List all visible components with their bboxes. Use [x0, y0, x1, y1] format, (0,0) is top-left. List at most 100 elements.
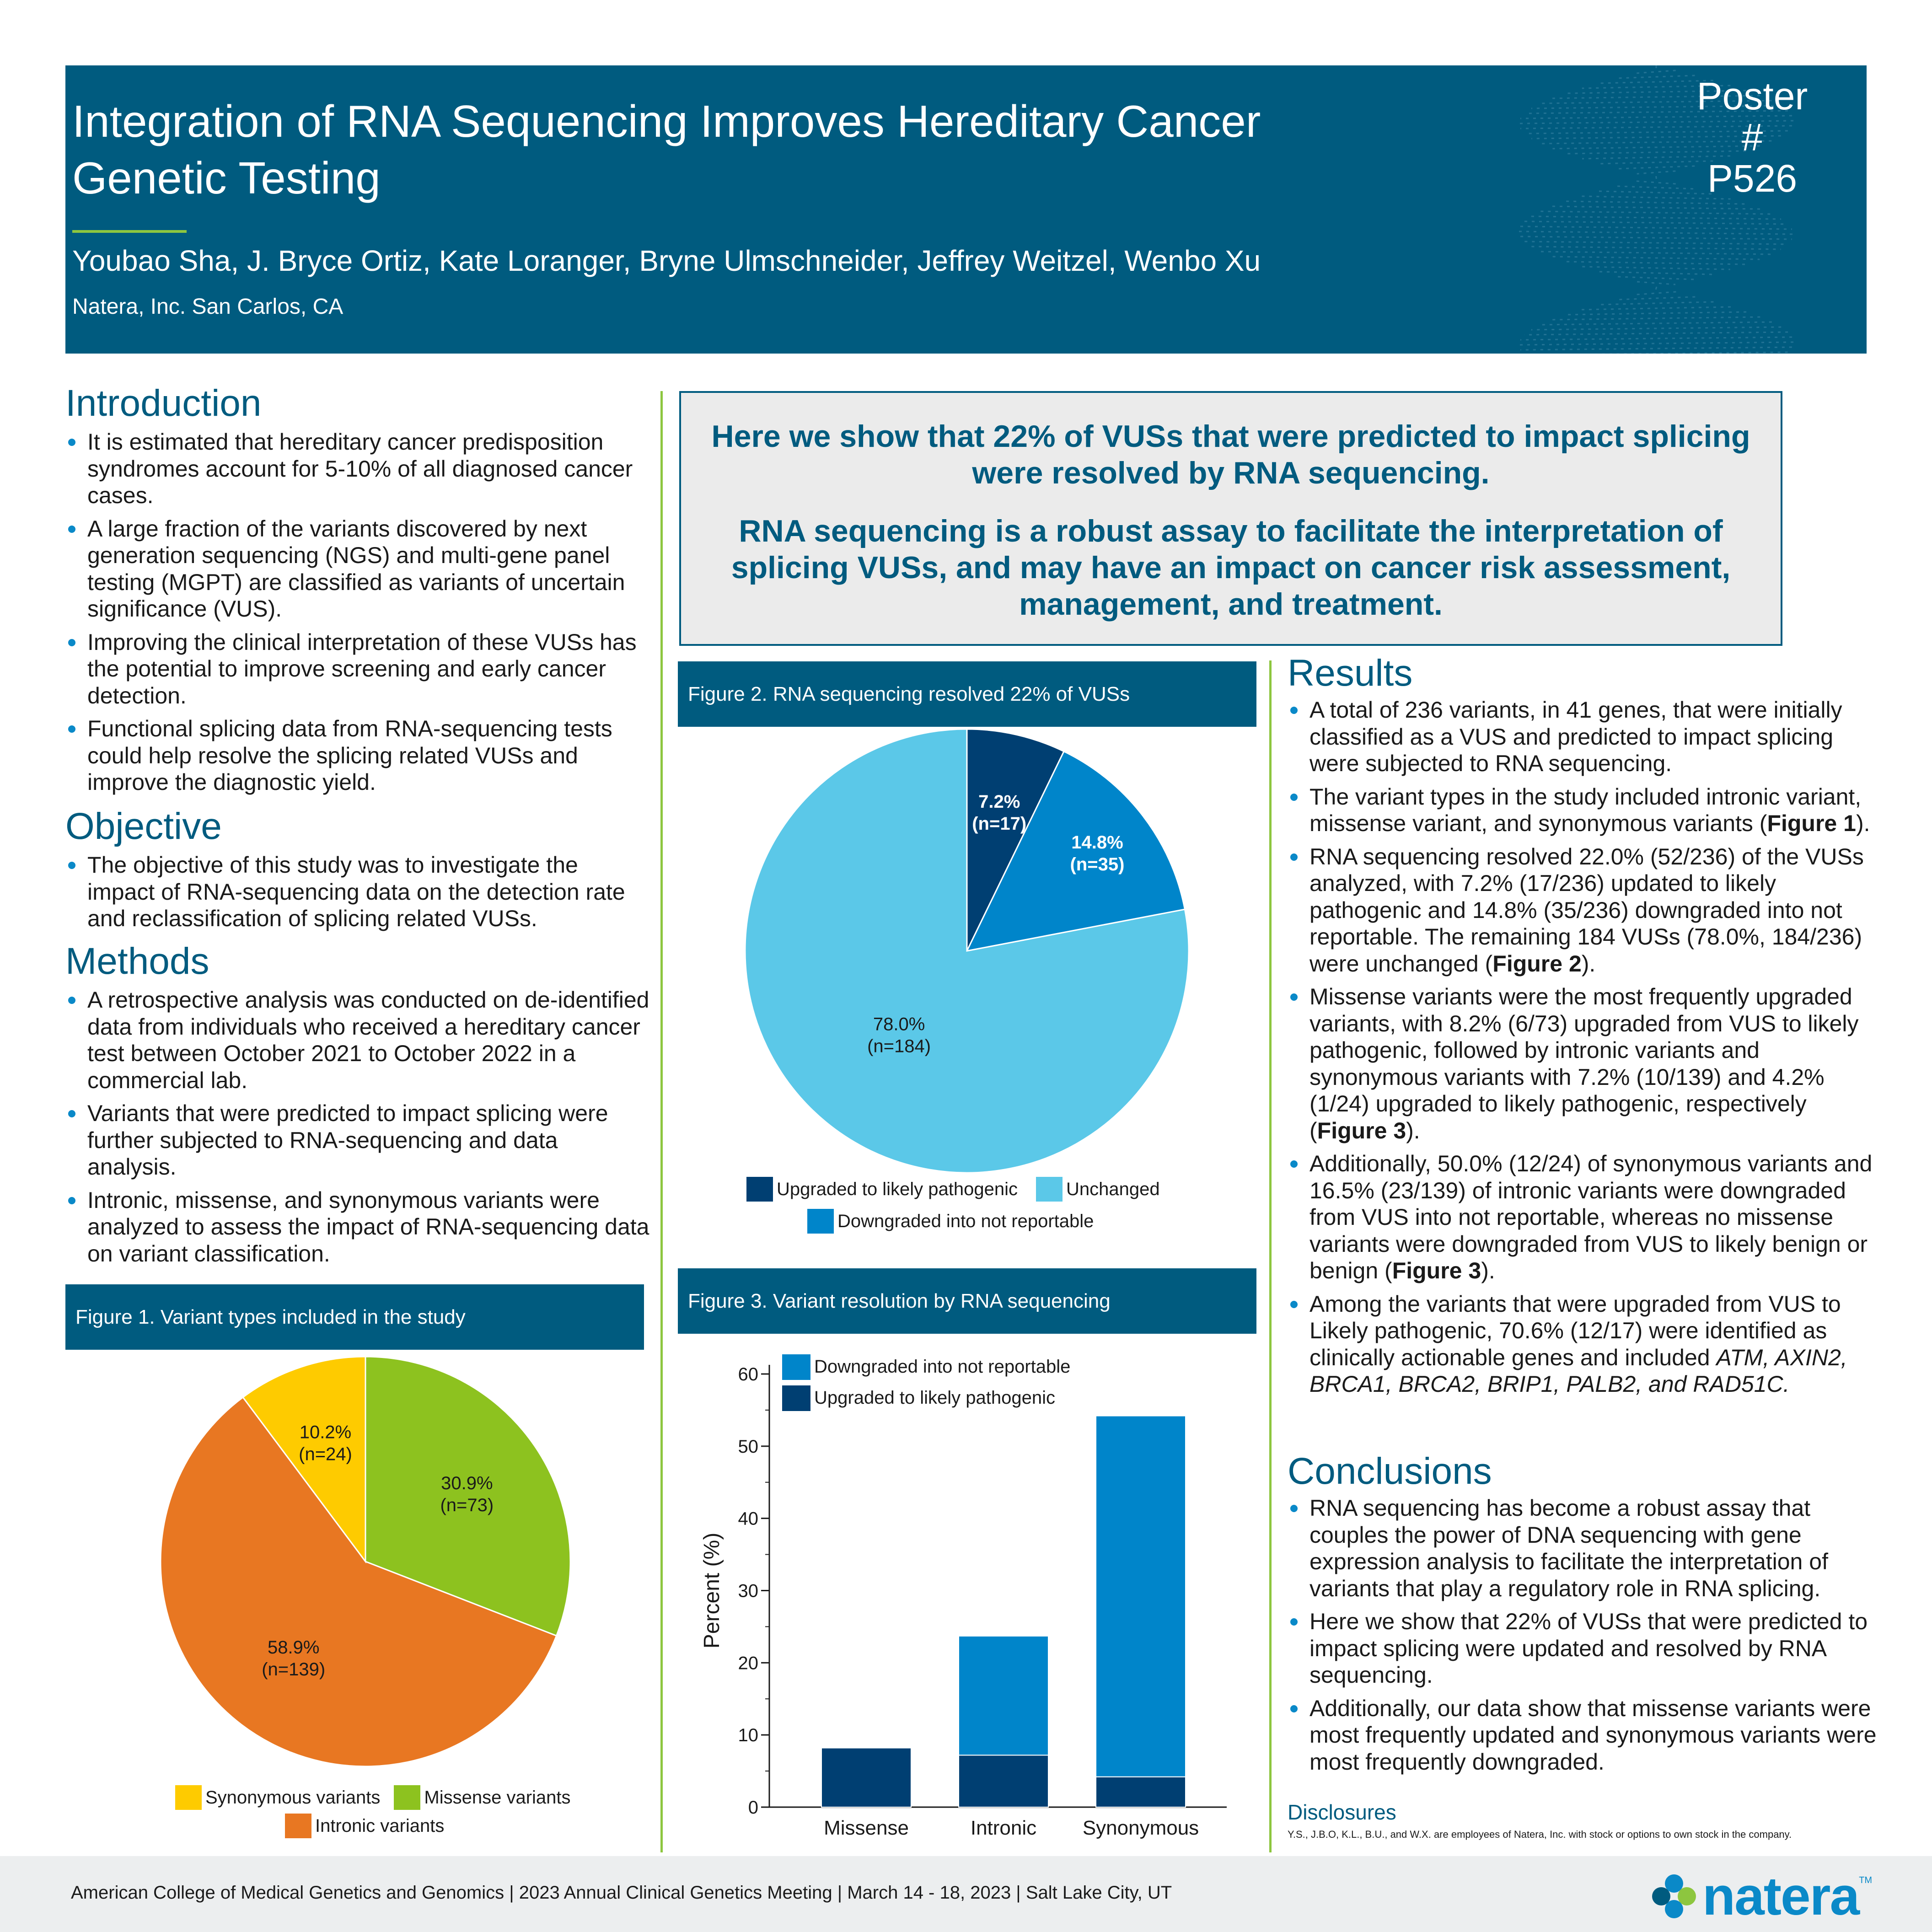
pie-count-label: (n=184) [867, 1036, 931, 1056]
y-tick-label: 0 [748, 1798, 758, 1818]
pie-percent-label: 30.9% [441, 1473, 493, 1493]
affiliation: Natera, Inc. San Carlos, CA [72, 295, 343, 319]
list-item: The objective of this study was to inves… [65, 852, 651, 932]
conclusions-title: Conclusions [1288, 1450, 1492, 1492]
x-tick-label: Intronic [971, 1817, 1036, 1839]
y-tick-label: 10 [738, 1725, 759, 1745]
poster-number-label: Poster # [1696, 75, 1808, 159]
y-tick-label: 20 [738, 1653, 759, 1673]
callout-line-1: Here we show that 22% of VUSs that were … [711, 419, 1750, 490]
poster-number: Poster # P526 [1684, 75, 1821, 199]
poster-number-value: P526 [1707, 157, 1798, 200]
conference-info: American College of Medical Genetics and… [71, 1883, 1172, 1903]
disclosures-section: Disclosures Y.S., J.B.O, K.L., B.U., and… [1288, 1800, 1868, 1841]
pie-slice [160, 1396, 558, 1767]
results-title: Results [1288, 652, 1413, 694]
text-run: ). [1406, 1117, 1420, 1143]
figure2-header: Figure 2. RNA sequencing resolved 22% of… [678, 661, 1256, 727]
poster-header: Integration of RNA Sequencing Improves H… [65, 65, 1867, 354]
list-item: A large fraction of the variants discove… [65, 515, 651, 623]
results-section: Results A total of 236 variants, in 41 g… [1288, 652, 1878, 1404]
title-line-2: Genetic Testing [72, 153, 381, 203]
methods-section: Methods A retrospective analysis was con… [65, 940, 651, 1273]
legend-label: Unchanged [1066, 1179, 1160, 1199]
figure1-header: Figure 1. Variant types included in the … [65, 1284, 644, 1350]
gene-list: ATM, AXIN2, BRCA1, BRCA2, BRIP1, PALB2, … [1309, 1344, 1847, 1397]
y-tick-label: 60 [738, 1364, 759, 1385]
list-item: Additionally, our data show that missens… [1288, 1695, 1878, 1776]
legend-label: Downgraded into not reportable [837, 1211, 1094, 1231]
text-run: Among the variants that were upgraded fr… [1309, 1291, 1841, 1370]
legend-swatch [746, 1177, 773, 1202]
introduction-section: Introduction It is estimated that heredi… [65, 382, 651, 802]
figure1-pie-chart: 30.9%(n=73) 58.9%(n=139) 10.2%(n=24) [160, 1356, 571, 1767]
poster-title: Integration of RNA Sequencing Improves H… [72, 93, 1444, 206]
list-item: A retrospective analysis was conducted o… [65, 987, 651, 1094]
poster-footer: American College of Medical Genetics and… [0, 1856, 1932, 1932]
pie-percent-label: 7.2% [978, 792, 1020, 812]
legend-label: Downgraded into not reportable [814, 1357, 1070, 1377]
pie-count-label: (n=17) [972, 814, 1026, 834]
pie-percent-label: 78.0% [873, 1014, 925, 1034]
figure-reference: Figure 1 [1767, 810, 1856, 836]
figure3-header: Figure 3. Variant resolution by RNA sequ… [678, 1268, 1256, 1334]
list-item: RNA sequencing resolved 22.0% (52/236) o… [1288, 843, 1878, 977]
legend-item: Upgraded to likely pathogenic [746, 1177, 1018, 1202]
legend-label: Upgraded to likely pathogenic [814, 1388, 1055, 1408]
conclusions-section: Conclusions RNA sequencing has become a … [1288, 1450, 1878, 1782]
figure3-title: Figure 3. Variant resolution by RNA sequ… [688, 1289, 1111, 1312]
disclosures-text: Y.S., J.B.O, K.L., B.U., and W.X. are em… [1288, 1829, 1792, 1840]
bar-segment [958, 1755, 1049, 1808]
legend-swatch [394, 1785, 421, 1810]
pie-slice [365, 1356, 571, 1637]
legend-swatch [782, 1385, 810, 1411]
text-run: Additionally, 50.0% (12/24) of synonymou… [1309, 1151, 1873, 1283]
figure2-pie-chart: 7.2%(n=17) 14.8%(n=35) 78.0%(n=184) [744, 728, 1190, 1174]
list-item: It is estimated that hereditary cancer p… [65, 429, 651, 509]
objective-list: The objective of this study was to inves… [65, 852, 651, 932]
figure1-legend-row1: Synonymous variants Missense variants [175, 1785, 571, 1810]
key-finding-callout: Here we show that 22% of VUSs that were … [679, 391, 1782, 646]
text-run: The variant types in the study included … [1309, 784, 1862, 837]
legend-swatch [285, 1814, 311, 1838]
x-tick-label: Synonymous [1083, 1817, 1199, 1839]
y-axis-label: Percent (%) [700, 1533, 724, 1648]
legend-item: Synonymous variants [175, 1785, 380, 1810]
text-run: Missense variants were the most frequent… [1309, 984, 1859, 1143]
pie-slice [966, 750, 1186, 952]
y-tick-label: 50 [738, 1437, 759, 1457]
figure1-title: Figure 1. Variant types included in the … [75, 1305, 466, 1328]
text-run: ). [1481, 1258, 1495, 1283]
pie-count-label: (n=73) [440, 1495, 494, 1515]
legend-item: Intronic variants [285, 1814, 444, 1838]
column-divider [660, 391, 663, 1852]
trademark-mark: TM [1859, 1875, 1873, 1885]
natera-logo-wordmark: natera [1702, 1866, 1860, 1927]
pie-percent-label: 14.8% [1071, 832, 1123, 853]
list-item: A total of 236 variants, in 41 genes, th… [1288, 697, 1878, 777]
list-item: Missense variants were the most frequent… [1288, 983, 1878, 1144]
pie-count-label: (n=35) [1070, 854, 1124, 875]
legend-label: Intronic variants [315, 1815, 445, 1836]
pie-slice [966, 728, 1065, 951]
disclosures-title: Disclosures [1288, 1800, 1396, 1824]
list-item: Among the variants that were upgraded fr… [1288, 1291, 1878, 1398]
title-underline [72, 230, 187, 233]
bar-segment [958, 1635, 1049, 1756]
pie-percent-label: 10.2% [300, 1422, 351, 1442]
bar-segment [1095, 1776, 1186, 1808]
legend-item: Missense variants [394, 1785, 571, 1810]
legend-label: Upgraded to likely pathogenic [777, 1179, 1018, 1199]
figure-reference: Figure 2 [1492, 950, 1582, 977]
y-tick-label: 40 [738, 1509, 759, 1529]
methods-list: A retrospective analysis was conducted o… [65, 987, 651, 1267]
pie-count-label: (n=24) [299, 1444, 352, 1464]
legend-item: Downgraded into not reportable [807, 1209, 1094, 1234]
list-item: The variant types in the study included … [1288, 784, 1878, 837]
list-item: Variants that were predicted to impact s… [65, 1100, 651, 1181]
introduction-title: Introduction [65, 382, 262, 424]
legend-swatch [175, 1785, 202, 1810]
legend-label: Synonymous variants [205, 1787, 381, 1808]
figure-reference: Figure 3 [1392, 1258, 1481, 1283]
callout-line-2: RNA sequencing is a robust assay to faci… [731, 514, 1731, 622]
